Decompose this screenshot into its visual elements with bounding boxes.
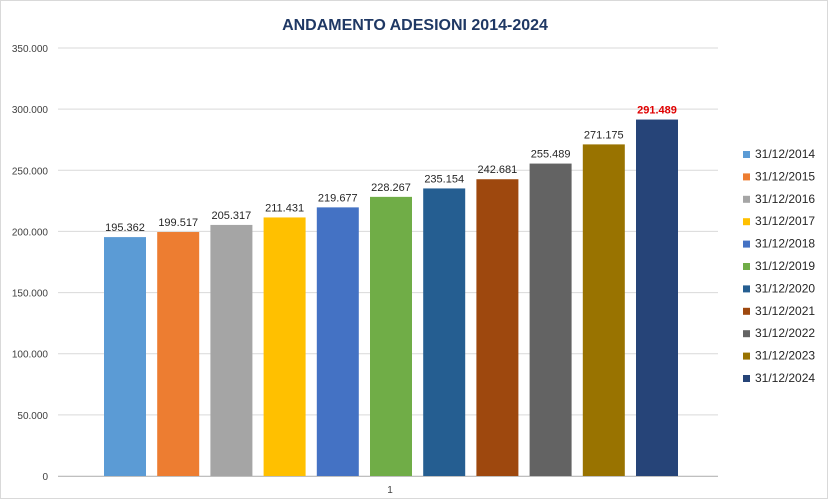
bar-31-12-2018 <box>316 207 359 477</box>
chart-title: ANDAMENTO ADESIONI 2014-2024 <box>282 17 548 34</box>
y-tick-label: 300.000 <box>12 105 49 116</box>
legend-entry: 31/12/2018 <box>755 237 815 251</box>
bar-31-12-2015 <box>157 232 200 476</box>
legend-entry: 31/12/2019 <box>755 259 815 273</box>
bar-31-12-2021 <box>476 179 519 476</box>
bar-31-12-2017 <box>263 217 306 477</box>
legend[interactable]: 31/12/2014 31/12/2015 31/12/2016 31/12/2017… <box>743 147 815 385</box>
legend-swatch <box>743 151 750 158</box>
y-tick-label: 150.000 <box>12 289 49 300</box>
legend-entry: 31/12/2024 <box>755 371 815 385</box>
legend-swatch <box>743 285 750 293</box>
legend-swatch <box>743 375 750 382</box>
legend-entry: 31/12/2017 <box>755 214 815 228</box>
bar-31-12-2024 <box>636 119 678 476</box>
legend-entry: 31/12/2023 <box>755 349 815 363</box>
legend-swatch <box>743 330 750 338</box>
data-label: 235.154 <box>424 173 464 185</box>
bar-31-12-2014 <box>104 237 146 476</box>
y-tick-label: 250.000 <box>12 166 49 177</box>
bar-31-12-2016 <box>210 224 253 476</box>
data-label: 205.317 <box>212 210 252 222</box>
legend-swatch <box>743 240 750 248</box>
legend-entry: 31/12/2021 <box>755 304 815 318</box>
data-label: 291.489 <box>637 105 677 117</box>
legend-entry: 31/12/2014 <box>755 147 815 161</box>
y-tick-label: 100.000 <box>12 350 49 361</box>
legend-swatch <box>743 173 750 181</box>
legend-swatch <box>743 263 750 270</box>
y-tick-label: 350.000 <box>12 44 49 55</box>
data-label: 219.677 <box>318 192 358 204</box>
data-label: 195.362 <box>105 222 145 234</box>
bar-31-12-2020 <box>423 188 466 476</box>
data-label: 271.175 <box>584 129 624 141</box>
legend-swatch <box>743 218 750 226</box>
legend-entry: 31/12/2022 <box>755 326 815 340</box>
bars <box>104 119 678 477</box>
bar-31-12-2022 <box>529 163 572 476</box>
data-label: 199.517 <box>158 217 198 229</box>
legend-swatch <box>743 352 750 360</box>
x-tick-label: 1 <box>387 485 393 496</box>
y-tick-label: 200.000 <box>12 227 49 238</box>
legend-swatch <box>743 307 750 315</box>
legend-entry: 31/12/2015 <box>755 169 815 183</box>
data-label: 211.431 <box>265 202 304 214</box>
x-axis: 1 <box>58 476 718 496</box>
data-label: 242.681 <box>478 164 518 176</box>
legend-swatch <box>743 195 750 203</box>
bar-31-12-2023 <box>582 144 625 476</box>
bar-31-12-2019 <box>370 196 412 477</box>
data-labels: 195.362 199.517 205.317 211.431 219.677 228.2… <box>105 105 677 235</box>
y-tick-label: 50.000 <box>17 411 48 422</box>
data-label: 255.489 <box>531 149 571 161</box>
data-label: 228.267 <box>371 182 411 194</box>
legend-entry: 31/12/2020 <box>755 281 815 295</box>
y-axis: 0 50.000 100.000 150.000 200.000 250.000 300.0… <box>12 44 49 483</box>
legend-entry: 31/12/2016 <box>755 192 815 206</box>
y-tick-label: 0 <box>42 472 48 483</box>
